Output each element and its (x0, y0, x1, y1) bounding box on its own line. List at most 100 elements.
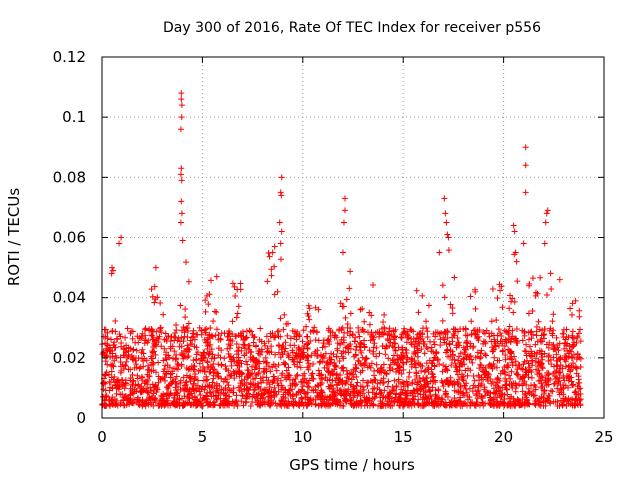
data-point (560, 391, 567, 398)
data-point-outlier (541, 240, 548, 247)
data-point (138, 373, 145, 380)
data-point (270, 334, 277, 341)
data-point (489, 365, 496, 372)
data-point (357, 339, 364, 346)
data-point (206, 383, 213, 390)
data-point (227, 372, 234, 379)
data-point (226, 345, 233, 352)
data-point (312, 400, 319, 407)
data-point (568, 348, 575, 355)
data-point (532, 358, 539, 365)
data-point (138, 388, 145, 395)
data-point (493, 388, 500, 395)
data-point (204, 398, 211, 405)
data-point (445, 247, 452, 254)
data-point (406, 398, 413, 405)
data-point (572, 363, 579, 370)
data-point (238, 398, 245, 405)
data-point (455, 357, 462, 364)
data-point (240, 402, 247, 409)
data-point (340, 391, 347, 398)
data-point (134, 396, 141, 403)
data-point (539, 327, 546, 334)
data-point (347, 400, 354, 407)
x-tick-label: 0 (97, 428, 107, 446)
data-point (180, 324, 187, 331)
outlier-points (108, 90, 563, 283)
data-point (554, 357, 561, 364)
data-point (434, 400, 441, 407)
data-point (237, 280, 244, 287)
y-tick-label: 0.02 (53, 349, 86, 367)
data-point-outlier (178, 114, 185, 121)
data-point (151, 386, 158, 393)
data-point (210, 318, 217, 325)
data-point (431, 362, 438, 369)
data-point (361, 362, 368, 369)
data-point (513, 339, 520, 346)
data-point (398, 334, 405, 341)
data-point (277, 354, 284, 361)
data-point (524, 357, 531, 364)
data-point (473, 390, 480, 397)
data-point (474, 349, 481, 356)
data-point (124, 397, 131, 404)
data-point (287, 382, 294, 389)
data-point (148, 332, 155, 339)
data-point (233, 340, 240, 347)
data-point (305, 360, 312, 367)
data-point (443, 377, 450, 384)
data-point (331, 334, 338, 341)
data-point (519, 396, 526, 403)
data-point (303, 355, 310, 362)
data-point (402, 390, 409, 397)
data-point (424, 374, 431, 381)
data-point (112, 381, 119, 388)
data-point (218, 330, 225, 337)
data-point (371, 385, 378, 392)
data-point (393, 383, 400, 390)
data-point (489, 286, 496, 293)
data-point (413, 287, 420, 294)
data-point (200, 364, 207, 371)
data-point (208, 277, 215, 284)
data-point (509, 295, 516, 302)
data-point (492, 382, 499, 389)
data-point-outlier (177, 171, 184, 178)
data-point (244, 385, 251, 392)
data-point (188, 363, 195, 370)
data-point (398, 370, 405, 377)
data-point (163, 356, 170, 363)
data-point (425, 395, 432, 402)
data-point (122, 349, 129, 356)
data-point (499, 340, 506, 347)
data-point (242, 345, 249, 352)
data-point (261, 369, 268, 376)
data-point (529, 350, 536, 357)
data-point (318, 375, 325, 382)
data-point (475, 387, 482, 394)
data-point (231, 370, 238, 377)
data-point (322, 374, 329, 381)
data-point (370, 282, 377, 289)
data-point-outlier (178, 198, 185, 205)
data-point (478, 347, 485, 354)
data-point (257, 402, 264, 409)
data-point (566, 362, 573, 369)
data-point (243, 391, 250, 398)
data-point (227, 353, 234, 360)
data-point (528, 328, 535, 335)
data-point (367, 378, 374, 385)
data-point (282, 394, 289, 401)
data-point (336, 377, 343, 384)
data-point (540, 394, 547, 401)
data-point (326, 402, 333, 409)
data-point (257, 395, 264, 402)
data-point (557, 361, 564, 368)
data-point (207, 389, 214, 396)
data-point (540, 331, 547, 338)
data-point (269, 330, 276, 337)
data-point (490, 347, 497, 354)
data-point (542, 376, 549, 383)
data-point (443, 366, 450, 373)
